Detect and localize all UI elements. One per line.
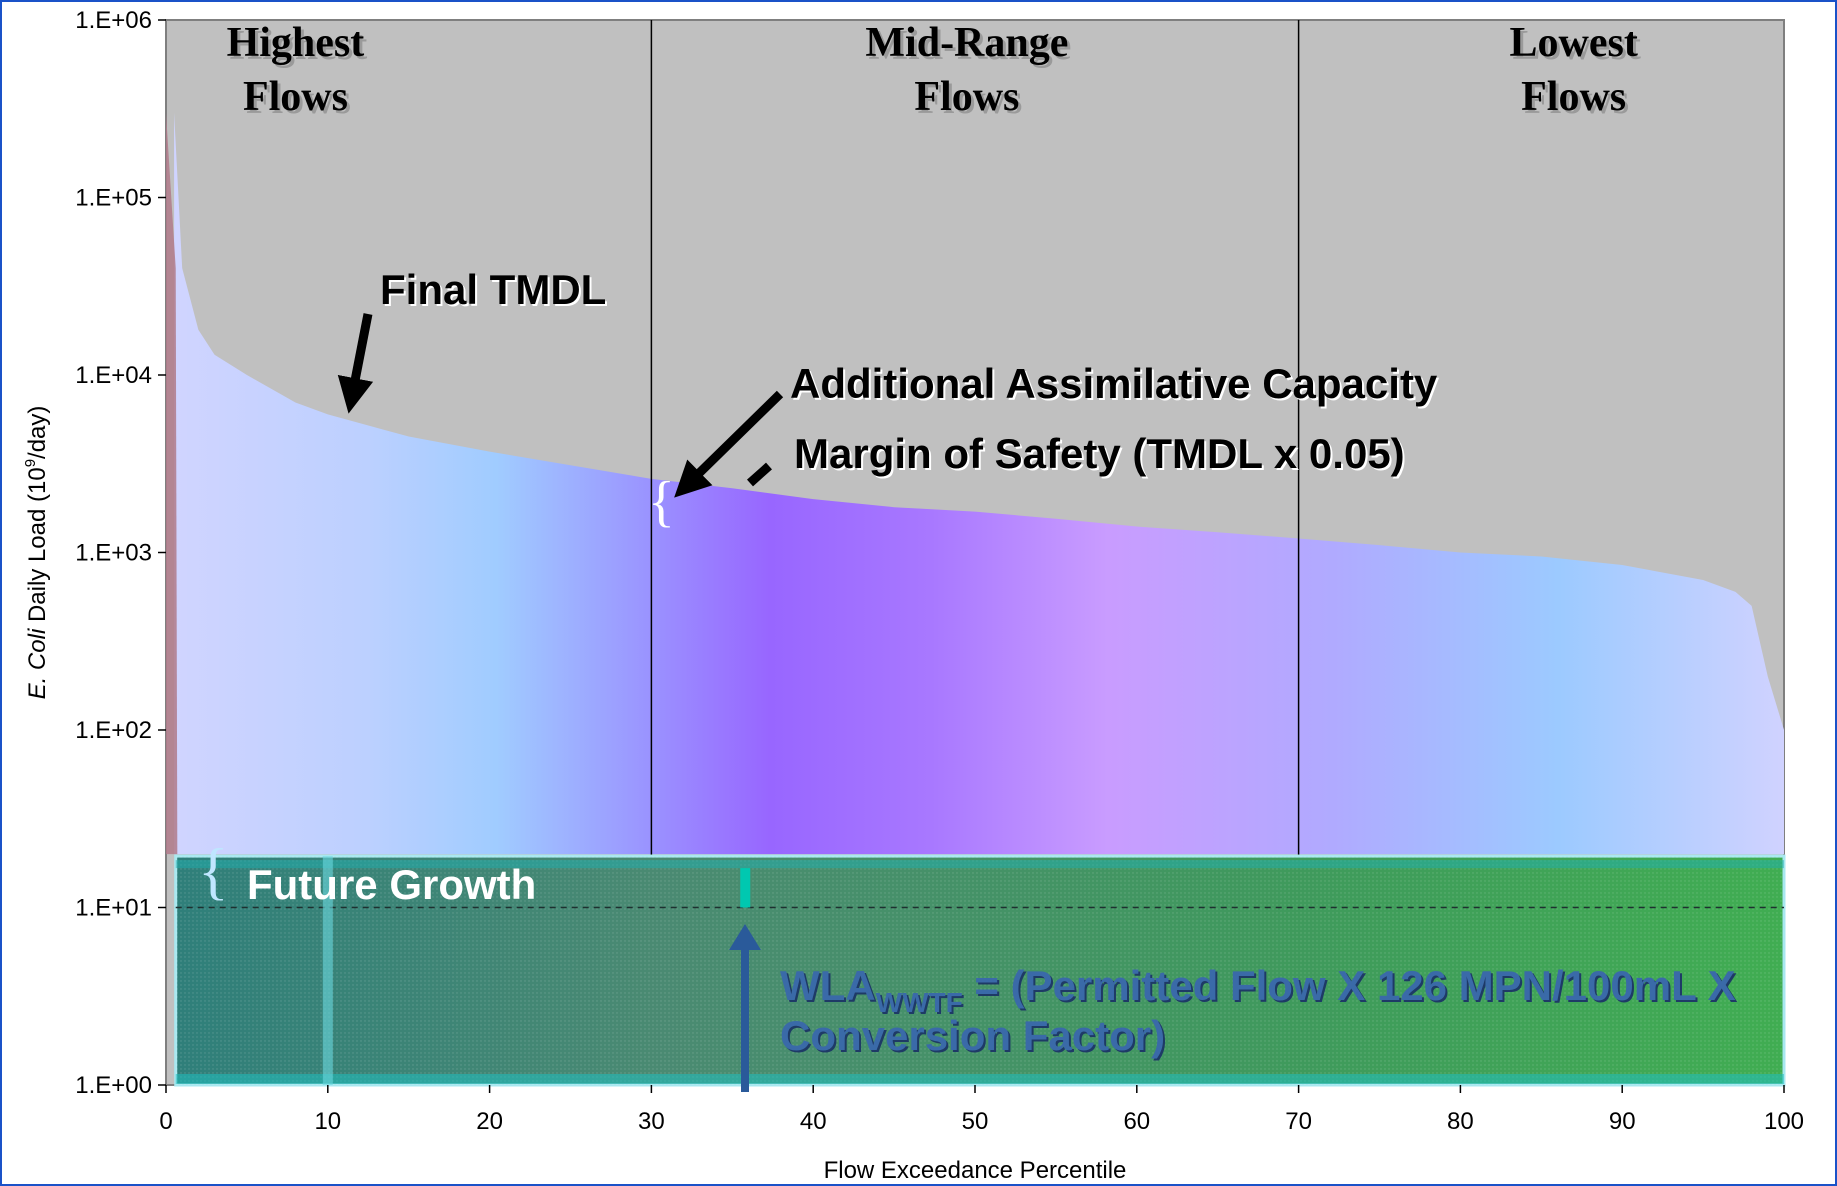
- region-label-shadow: Flows: [917, 77, 1022, 123]
- wla-formula-line2: Conversion Factor): [780, 1012, 1165, 1059]
- region-label-shadow: Highest: [230, 23, 368, 69]
- y-axis-title-end: /day): [24, 406, 51, 459]
- margin-brace-icon: {: [648, 471, 675, 533]
- wla-formula-shadow: WLAWWTF = (Permitted Flow X 126 MPN/100m…: [782, 964, 1738, 1020]
- additional-capacity-arrow: [674, 390, 784, 498]
- y-tick-label: 1.E+00: [75, 1072, 152, 1099]
- y-tick-label: 1.E+05: [75, 185, 152, 212]
- region-label-shadow: Flows: [1524, 77, 1629, 123]
- flow-region-labels: HighestHighestFlowsFlowsMid-RangeMid-Ran…: [227, 20, 1641, 123]
- region-label-shadow: Flows: [246, 77, 351, 123]
- additional-capacity-label-shadow: Additional Assimilative Capacity: [792, 362, 1440, 409]
- y-tick-label: 1.E+03: [75, 540, 152, 567]
- x-tick-label: 80: [1447, 1108, 1474, 1135]
- wla-arrow-head: [729, 924, 761, 950]
- wla-rest: = (Permitted Flow X 126 MPN/100mL X: [963, 962, 1736, 1009]
- additional-capacity-annotation: Additional Assimilative Capacity Additio…: [674, 360, 1440, 498]
- region-label: Flows: [1521, 74, 1626, 120]
- y-tick-label: 1.E+06: [75, 7, 152, 34]
- highest-flow-spike: [166, 112, 178, 855]
- x-tick-label: 10: [314, 1108, 341, 1135]
- region-label: Lowest: [1509, 20, 1637, 66]
- x-tick-label: 40: [800, 1108, 827, 1135]
- wla-prefix: WLA: [780, 962, 876, 1009]
- region-label-shadow: Mid-Range: [868, 23, 1071, 69]
- margin-of-safety-annotation: Margin of Safety (TMDL x 0.05) Margin of…: [648, 430, 1407, 533]
- x-tick-label: 30: [638, 1108, 665, 1135]
- wla-rest-shadow: = (Permitted Flow X 126 MPN/100mL X: [965, 964, 1738, 1011]
- region-label: Flows: [243, 74, 348, 120]
- wla-subscript-shadow: WWTF: [878, 989, 965, 1020]
- region-label: Mid-Range: [865, 20, 1068, 66]
- wla-formula-line2-shadow: Conversion Factor): [782, 1014, 1167, 1061]
- final-tmdl-area: [174, 112, 1785, 855]
- final-tmdl-arrow: [337, 313, 374, 414]
- x-tick-label: 70: [1285, 1108, 1312, 1135]
- x-tick-label: 60: [1123, 1108, 1150, 1135]
- y-tick-label: 1.E+02: [75, 717, 152, 744]
- future-growth-annotation: { Future Growth: [198, 835, 536, 908]
- future-growth-texture: [175, 856, 1784, 1085]
- region-label: Highest: [227, 20, 365, 66]
- wla-formula-line1: WLAWWTF = (Permitted Flow X 126 MPN/100m…: [780, 962, 1736, 1018]
- final-tmdl-label: Final TMDL: [380, 266, 606, 313]
- margin-of-safety-label-shadow: Margin of Safety (TMDL x 0.05): [796, 432, 1407, 479]
- region-label: Flows: [914, 74, 1019, 120]
- x-tick-label: 50: [962, 1108, 989, 1135]
- wla-subscript: WWTF: [876, 987, 963, 1018]
- y-axis-title-italic: E. Coli: [24, 628, 51, 699]
- x-tick-label: 0: [159, 1108, 172, 1135]
- margin-of-safety-arrow: [746, 462, 773, 487]
- margin-of-safety-label: Margin of Safety (TMDL x 0.05): [794, 430, 1405, 477]
- x-tick-label: 20: [476, 1108, 503, 1135]
- x-tick-label: 100: [1764, 1108, 1804, 1135]
- x-axis-title: Flow Exceedance Percentile: [824, 1157, 1127, 1184]
- y-axis-title: E. Coli Daily Load (109/day): [22, 406, 51, 700]
- y-tick-label: 1.E+04: [75, 362, 152, 389]
- additional-capacity-label: Additional Assimilative Capacity: [790, 360, 1438, 407]
- y-axis-title-main: Daily Load (10: [24, 467, 51, 628]
- x-axis-ticks: 0 10 20 30 40 50 60 70 80 90 100: [159, 1085, 1804, 1135]
- final-tmdl-label-shadow: Final TMDL: [382, 268, 608, 315]
- wla-annotation: WLAWWTF = (Permitted Flow X 126 MPN/100m…: [729, 924, 1738, 1092]
- y-axis-title-sup: 9: [22, 459, 39, 467]
- future-growth-label: Future Growth: [247, 861, 536, 908]
- future-growth-brace-icon: {: [198, 835, 229, 906]
- x-tick-label: 90: [1609, 1108, 1636, 1135]
- y-tick-label: 1.E+01: [75, 895, 152, 922]
- wla-prefix-shadow: WLA: [782, 964, 878, 1011]
- final-tmdl-annotation: Final TMDL Final TMDL: [337, 266, 608, 414]
- region-label-shadow: Lowest: [1512, 23, 1640, 69]
- y-axis-ticks: 1.E+00 1.E+01 1.E+02 1.E+03 1.E+04 1.E+05 1.E+…: [75, 7, 166, 1099]
